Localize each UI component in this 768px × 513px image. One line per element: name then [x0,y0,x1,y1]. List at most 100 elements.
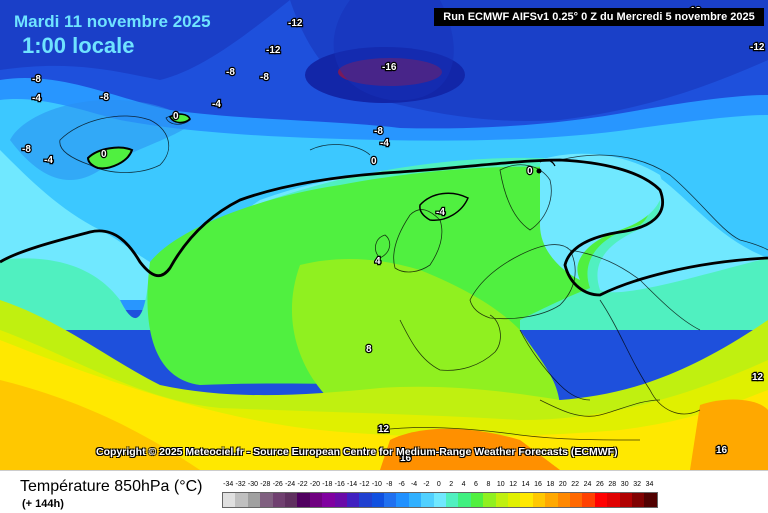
legend-tick-label: 12 [509,481,518,488]
contour-label: -8 [374,126,383,137]
contour-label: 12 [752,372,764,383]
legend-title: Température 850hPa (°C) [20,478,203,495]
run-info: Run ECMWF AIFSv1 0.25° 0 Z du Mercredi 5… [434,8,764,26]
copyright-text: Copyright © 2025 Meteociel.fr - Source E… [96,446,618,458]
legend-swatch [594,493,608,507]
legend-swatch [359,493,372,507]
contour-label: 0 [173,111,179,122]
contour-label: -4 [212,99,221,110]
contour-label: -12 [266,45,281,56]
legend-tick-label: -34 [223,481,234,488]
legend-swatch [433,493,447,507]
legend-tick-label: 14 [521,481,530,488]
legend-tick-label: 28 [608,481,617,488]
legend-swatch [272,493,285,507]
legend-tick-label: -10 [371,481,382,488]
contour-label: -16 [382,62,397,73]
legend-swatch [284,493,298,507]
legend-tick-label: -16 [334,481,345,488]
contour-label: -8 [22,144,31,155]
contour-label: -12 [288,18,303,29]
legend-tick-label: -22 [297,481,308,488]
contour-label: -8 [100,92,109,103]
legend-tick-label: -12 [359,481,370,488]
legend-swatch [322,493,335,507]
contour-label: 16 [716,445,728,456]
contour-label: -8 [260,72,269,83]
contour-label: 16 [400,453,412,464]
contour-label: 4 [375,256,381,267]
legend-swatch [520,493,533,507]
legend-tick-label: 30 [620,481,629,488]
legend-swatch [557,493,570,507]
legend-tick-label: 6 [474,481,478,488]
contour-label: 8 [366,344,372,355]
legend-tick-label: -8 [386,481,393,488]
contour-label: 12 [378,424,390,435]
legend-swatch [582,493,595,507]
legend-swatch [309,493,323,507]
legend-tick-label: -2 [423,481,430,488]
legend-swatch [235,493,248,507]
legend-tick-label: -6 [398,481,405,488]
legend-swatch [631,493,645,507]
legend-tick-label: 2 [449,481,454,488]
legend-tick-label: 8 [486,481,491,488]
legend-tick-label: -20 [309,481,320,488]
legend-swatch [297,493,310,507]
legend-swatch [223,493,236,507]
legend-swatch [446,493,459,507]
legend-tick-label: -14 [347,481,358,488]
contour-label: -4 [436,207,445,218]
contour-label: -4 [32,93,41,104]
legend-swatch [619,493,632,507]
legend-tick-label: -28 [260,481,271,488]
legend-swatch [334,493,347,507]
contour-label: 0 [101,149,107,160]
legend-swatch [384,493,397,507]
legend-swatch [483,493,496,507]
legend-swatch [346,493,360,507]
contour-label: -8 [32,74,41,85]
legend-tick-label: -30 [247,481,259,488]
legend-tick-label: 34 [645,481,654,488]
legend-swatch [396,493,409,507]
contour-label: 0 [371,156,377,167]
legend-color-scale [222,492,658,508]
legend-tick-label: -4 [410,481,418,488]
legend-swatch [408,493,422,507]
legend-tick-label: 18 [546,481,555,488]
legend-tick-label: 16 [534,481,542,488]
legend-swatch [421,493,434,507]
legend-swatch [495,493,508,507]
legend-ticks: -34 -32 -30 -28 -26 -24 -22 -20 -18 -16 -14 -12 -10-… [222,481,656,488]
legend-swatch [607,493,620,507]
legend-tick-label: -24 [285,481,296,488]
legend-tick-label: 24 [583,481,592,488]
legend-swatch [644,493,657,507]
contour-label: -12 [750,42,765,53]
legend-bar: Température 850hPa (°C) (+ 144h) -34 -32-… [0,470,768,513]
contour-label: -4 [380,138,389,149]
contour-label: -8 [226,67,235,78]
legend-swatch [545,493,558,507]
legend-tick-label: 32 [633,481,641,488]
contour-label: -4 [44,155,53,166]
legend-swatch [371,493,385,507]
legend-swatch [532,493,546,507]
legend-tick-label: -26 [272,481,283,488]
legend-swatch [507,493,521,507]
legend-tick-label: 26 [596,481,604,488]
legend-tick-label: 4 [461,481,466,488]
legend-swatch [458,493,471,507]
legend-swatch [569,493,583,507]
forecast-time: 1:00 locale [22,33,135,58]
temperature-map: -12 -12 -16 -8 -8 -8 -4 -8 -4 0 -8 -4 -8… [0,0,768,470]
legend-subtitle: (+ 144h) [22,498,64,510]
legend-tick-label: -32 [235,481,246,488]
legend-tick-label: 10 [496,481,505,488]
legend-tick-label: 0 [436,481,441,488]
legend-swatch [247,493,261,507]
forecast-date: Mardi 11 novembre 2025 [14,12,211,31]
legend-tick-label: 22 [571,481,580,488]
